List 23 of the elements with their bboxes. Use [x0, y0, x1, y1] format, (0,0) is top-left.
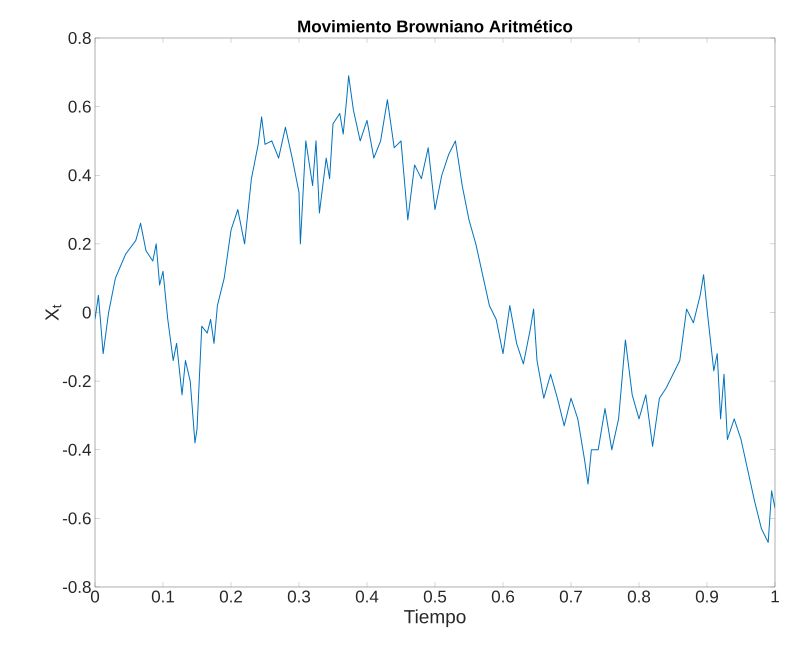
- y-axis-title: X$_{t}$: [46, 304, 62, 320]
- y-tick-label: 0.4: [68, 169, 91, 182]
- x-axis-title: Tiempo: [404, 609, 466, 628]
- x-tick-label: 0.6: [492, 590, 514, 603]
- x-tick-label: 0.2: [220, 590, 242, 603]
- y-tick-label: 0.8: [68, 32, 91, 44]
- x-tick-label: 0.1: [152, 590, 174, 603]
- x-tick-label: 0: [90, 590, 100, 603]
- y-tick-label: 0.2: [68, 238, 91, 250]
- y-tick-label: 0.6: [68, 100, 91, 113]
- y-tick-label: 0: [82, 306, 91, 319]
- y-tick-label: -0.4: [62, 444, 91, 456]
- x-tick-label: 0.9: [696, 590, 718, 603]
- y-tick-label: -0.2: [62, 375, 91, 388]
- x-tick-label: 0.4: [356, 590, 378, 603]
- x-tick-label: 1: [772, 590, 779, 602]
- x-tick-label: 0.3: [288, 590, 310, 603]
- x-tick-label: 0.8: [628, 590, 650, 603]
- y-tick-label: -0.6: [62, 512, 91, 524]
- y-tick-label: -0.8: [62, 580, 91, 594]
- chart-title: Movimiento Browniano Aritmético: [298, 20, 572, 32]
- x-tick-label: 0.7: [560, 590, 582, 603]
- x-tick-label: 0.5: [424, 590, 446, 603]
